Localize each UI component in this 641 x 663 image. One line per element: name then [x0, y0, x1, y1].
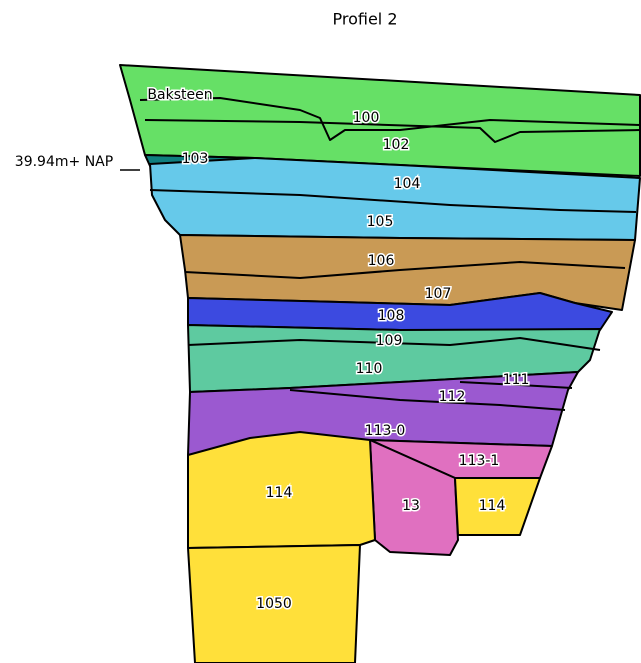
layer-label: 114	[266, 485, 293, 501]
layer-label: 103	[182, 151, 209, 167]
layer-label: 110	[356, 361, 383, 377]
layer-label: 113-0	[365, 423, 406, 439]
layer-label: 105	[367, 214, 394, 230]
layer-label: 106	[368, 253, 395, 269]
layer-label: Baksteen	[147, 87, 212, 103]
layer-label: 109	[376, 333, 403, 349]
layer-label: 1050	[256, 596, 292, 612]
layer-label: 107	[425, 286, 452, 302]
layer-label: 13	[402, 498, 420, 514]
layer-label: 102	[383, 137, 410, 153]
layer-label: 100	[353, 110, 380, 126]
layer-label: 108	[378, 308, 405, 324]
reference-label: 39.94m+ NAP	[15, 154, 113, 170]
layer-label: 111	[503, 372, 530, 388]
profile-diagram: Profiel 2 39.94m+ NAP Baksteen 100 102 1…	[0, 0, 641, 663]
layer-label: 104	[394, 176, 421, 192]
layer-label: 113-1	[459, 453, 500, 469]
layer-label: 114	[479, 498, 506, 514]
title: Profiel 2	[332, 10, 397, 29]
layer-label: 112	[439, 389, 466, 405]
